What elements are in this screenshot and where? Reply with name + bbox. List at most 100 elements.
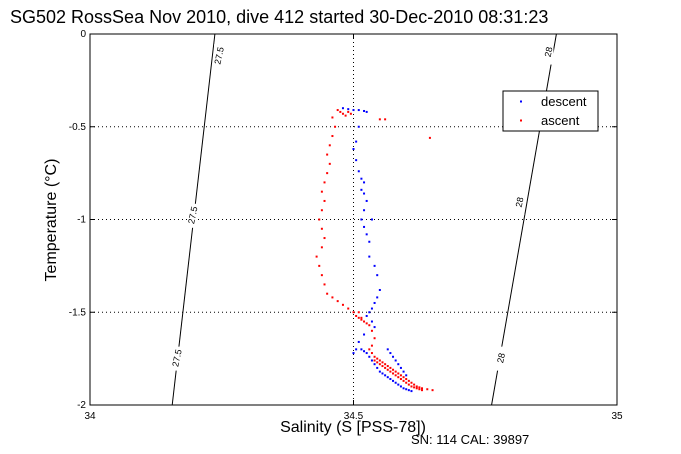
ascent-point	[418, 388, 421, 391]
descent-point	[399, 366, 402, 369]
ascent-point	[378, 363, 381, 366]
descent-point	[363, 333, 366, 336]
descent-point	[352, 148, 355, 151]
ascent-point	[407, 383, 410, 386]
ascent-point	[315, 255, 318, 258]
descent-point	[394, 359, 397, 362]
chart-title: SG502 RossSea Nov 2010, dive 412 started…	[10, 7, 548, 27]
descent-point	[368, 255, 371, 258]
contour-label: 28	[495, 352, 507, 364]
ascent-point	[394, 374, 397, 377]
descent-point	[392, 379, 395, 382]
ascent-point	[413, 386, 416, 389]
descent-point	[376, 274, 379, 277]
ascent-point	[405, 378, 408, 381]
descent-point	[360, 218, 363, 221]
descent-point	[394, 381, 397, 384]
ascent-point	[320, 274, 323, 277]
legend-label-descent: descent	[541, 94, 587, 109]
descent-point	[384, 374, 387, 377]
ascent-point	[360, 316, 363, 319]
grid-lines	[89, 33, 618, 406]
descent-point	[370, 359, 373, 362]
ascent-point	[386, 365, 389, 368]
descent-point	[389, 352, 392, 355]
ascent-point	[370, 352, 373, 355]
ascent-point	[370, 329, 373, 332]
ascent-point	[318, 218, 321, 221]
ascent-point	[421, 387, 424, 390]
x-axis-ticks: 34 34.5 35	[84, 34, 623, 422]
ascent-point	[323, 237, 326, 240]
ascent-point	[339, 110, 342, 113]
descent-point	[363, 192, 366, 195]
contour-label-bg	[171, 346, 182, 371]
legend-marker-ascent	[520, 119, 522, 122]
ascent-point	[320, 246, 323, 249]
descent-point	[370, 320, 373, 323]
descent-point	[357, 125, 360, 128]
ascent-point	[357, 311, 360, 314]
ascent-point	[407, 379, 410, 382]
descent-point	[360, 348, 363, 351]
density-contours: 27.5 27.5 27.5 28 28 28	[170, 33, 557, 406]
contour-label-bg	[187, 203, 198, 228]
legend-marker-descent	[520, 100, 522, 103]
ascent-point	[384, 118, 387, 121]
ascent-point	[331, 296, 334, 299]
contour-label: 27.5	[212, 46, 225, 65]
descent-point	[363, 209, 366, 212]
descent-point	[368, 240, 371, 243]
contour-label-bg	[543, 40, 554, 65]
descent-point	[363, 109, 366, 112]
ascent-point	[410, 381, 413, 384]
serial-calibration-footer: SN: 114 CAL: 39897	[411, 432, 529, 447]
x-tick-label: 34	[84, 411, 96, 422]
descent-point	[363, 350, 366, 353]
ascent-point	[365, 322, 368, 325]
ascent-point	[397, 372, 400, 375]
descent-point	[355, 140, 358, 143]
data-points	[315, 107, 434, 393]
descent-point	[405, 374, 408, 377]
ascent-point	[328, 162, 331, 165]
ascent-point	[418, 386, 421, 389]
ascent-point	[399, 374, 402, 377]
descent-point	[365, 199, 368, 202]
ascent-point	[355, 314, 358, 317]
ascent-point	[431, 389, 434, 392]
ascent-point	[352, 311, 355, 314]
descent-point	[352, 109, 355, 112]
ascent-point	[384, 366, 387, 369]
y-axis-ticks: 0 -0.5 -1 -1.5 -2	[69, 29, 617, 411]
descent-point	[365, 110, 368, 113]
descent-point	[373, 264, 376, 267]
ascent-point	[410, 385, 413, 388]
contour-label-bg	[496, 346, 507, 371]
descent-point	[365, 233, 368, 236]
descent-point	[373, 326, 376, 329]
ascent-point	[415, 385, 418, 388]
ascent-point	[331, 116, 334, 119]
ascent-point	[373, 337, 376, 340]
ascent-point	[384, 363, 387, 366]
contour-label: 27.5	[186, 206, 199, 225]
ascent-point	[378, 118, 381, 121]
descent-point	[376, 296, 379, 299]
x-tick-label: 35	[611, 411, 623, 422]
ascent-point	[328, 144, 331, 147]
ascent-point	[320, 227, 323, 230]
descent-point	[355, 159, 358, 162]
y-axis-label: Temperature (°C)	[43, 159, 60, 282]
descent-point	[389, 378, 392, 381]
descent-point	[373, 363, 376, 366]
ascent-point	[426, 388, 429, 391]
descent-point	[370, 218, 373, 221]
descent-point	[402, 370, 405, 373]
ascent-point	[363, 320, 366, 323]
ascent-point	[392, 368, 395, 371]
y-tick-label: -1.5	[69, 307, 87, 318]
ascent-point	[331, 135, 334, 138]
ascent-point	[415, 387, 418, 390]
ascent-point	[389, 366, 392, 369]
